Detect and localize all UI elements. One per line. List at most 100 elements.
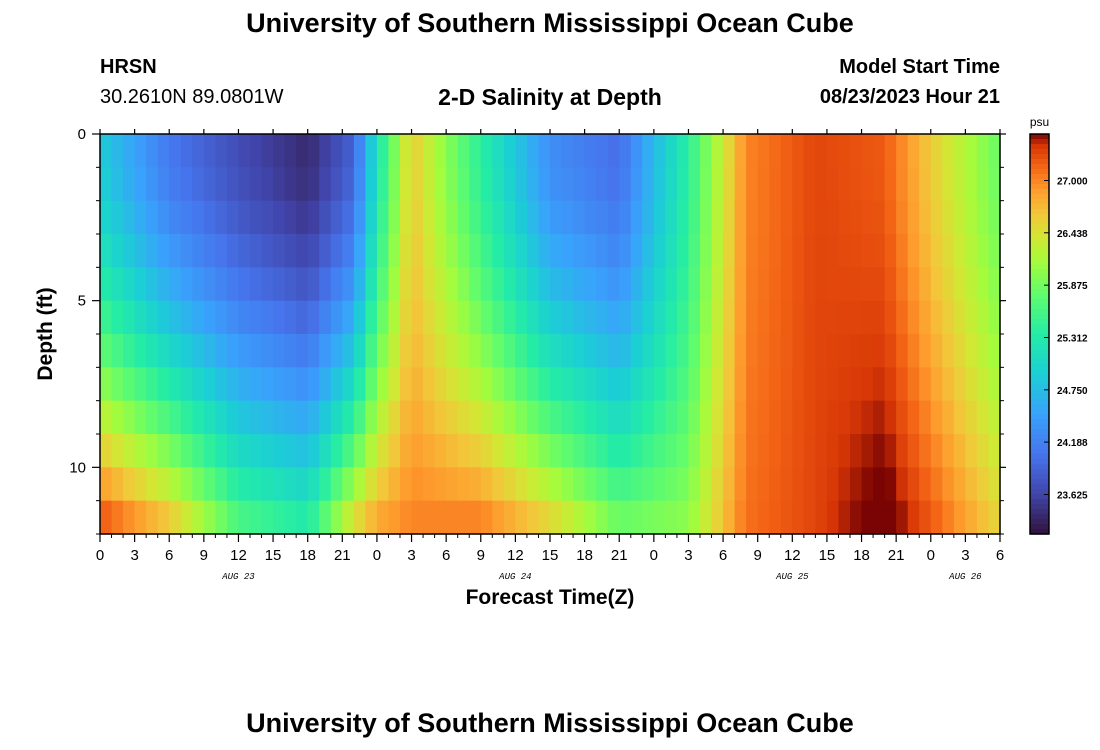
heatmap-cell xyxy=(642,267,655,302)
heatmap-cell xyxy=(273,467,286,502)
heatmap-cell xyxy=(411,500,424,535)
heatmap-cell xyxy=(492,134,505,168)
heatmap-cell xyxy=(157,300,170,335)
heatmap-cell xyxy=(976,267,990,302)
heatmap-cell xyxy=(803,267,816,302)
heatmap-cell xyxy=(423,200,436,235)
heatmap-cell xyxy=(365,334,378,368)
heatmap-cell xyxy=(284,334,297,368)
heatmap-cell xyxy=(376,434,390,468)
heatmap-cell xyxy=(192,300,205,335)
heatmap-cell xyxy=(653,400,666,435)
heatmap-cell xyxy=(376,334,390,368)
colorbar-segment xyxy=(1030,269,1049,275)
heatmap-cell xyxy=(226,434,240,468)
colorbar-unit: psu xyxy=(1030,115,1049,129)
colorbar-segment xyxy=(1030,284,1049,290)
heatmap-cell xyxy=(596,134,609,168)
colorbar-segment xyxy=(1030,154,1049,160)
heatmap-cell xyxy=(319,267,332,302)
heatmap-cell xyxy=(665,234,678,268)
heatmap-cell xyxy=(538,500,551,535)
heatmap-cell xyxy=(238,200,251,235)
colorbar-segment xyxy=(1030,134,1049,140)
heatmap-cell xyxy=(838,367,851,402)
heatmap-cell xyxy=(353,334,366,368)
colorbar-segment xyxy=(1030,519,1049,525)
colorbar-segment xyxy=(1030,209,1049,215)
heatmap-cell xyxy=(953,167,966,202)
heatmap-cell xyxy=(296,400,309,435)
heatmap-cell xyxy=(792,234,805,268)
heatmap-cell xyxy=(653,500,666,535)
heatmap-cell xyxy=(953,434,966,468)
heatmap-cell xyxy=(573,200,586,235)
heatmap-cell xyxy=(561,334,574,368)
heatmap-cell xyxy=(700,500,713,535)
colorbar-segment xyxy=(1030,379,1049,385)
heatmap-cell xyxy=(953,334,966,368)
heatmap-cell xyxy=(238,134,251,168)
heatmap-cell xyxy=(884,434,897,468)
heatmap-cell xyxy=(134,500,147,535)
heatmap-cell xyxy=(942,134,955,168)
heatmap-cell xyxy=(146,300,159,335)
heatmap-cell xyxy=(503,134,516,168)
heatmap-cell xyxy=(965,500,978,535)
heatmap-cell xyxy=(561,367,574,402)
heatmap-cell xyxy=(953,134,966,168)
heatmap-cell xyxy=(192,367,205,402)
heatmap-cell xyxy=(930,434,943,468)
y-tick-label: 0 xyxy=(78,126,86,143)
heatmap-cell xyxy=(146,167,159,202)
heatmap-cell xyxy=(238,300,251,335)
heatmap-cell xyxy=(388,467,401,502)
heatmap-cell xyxy=(296,334,309,368)
heatmap-cell xyxy=(469,134,482,168)
heatmap-cell xyxy=(988,167,1001,202)
heatmap-cell xyxy=(503,300,516,335)
colorbar-tick-label: 23.625 xyxy=(1057,490,1088,501)
heatmap-cell xyxy=(769,434,782,468)
heatmap-cell xyxy=(838,400,851,435)
x-tick-label: 21 xyxy=(334,547,351,564)
heatmap-cell xyxy=(215,434,228,468)
heatmap-cell xyxy=(850,467,863,502)
heatmap-cell xyxy=(411,467,424,502)
heatmap-cell xyxy=(538,134,551,168)
heatmap-cell xyxy=(884,300,897,335)
heatmap-cell xyxy=(157,467,170,502)
heatmap-cell xyxy=(884,334,897,368)
heatmap-cell xyxy=(630,167,643,202)
heatmap-cell xyxy=(342,234,355,268)
heatmap-cell xyxy=(469,300,482,335)
colorbar-segment xyxy=(1030,339,1049,345)
heatmap-cell xyxy=(180,467,193,502)
heatmap-cell xyxy=(676,400,690,435)
heatmap-cell xyxy=(746,167,759,202)
heatmap-cell xyxy=(723,400,736,435)
heatmap-cell xyxy=(573,334,586,368)
heatmap-cell xyxy=(353,267,366,302)
heatmap-cell xyxy=(746,234,759,268)
heatmap-cell xyxy=(550,400,563,435)
heatmap-cell xyxy=(307,234,320,268)
heatmap-cell xyxy=(157,200,170,235)
heatmap-cell xyxy=(123,267,136,302)
colorbar-segment xyxy=(1030,409,1049,415)
heatmap-cell xyxy=(942,400,955,435)
heatmap-cell xyxy=(376,134,390,168)
x-tick-label: 3 xyxy=(130,547,138,564)
heatmap-cell xyxy=(688,167,701,202)
heatmap-cell xyxy=(342,467,355,502)
heatmap-cell xyxy=(296,434,309,468)
heatmap-cells xyxy=(100,134,1001,535)
heatmap-cell xyxy=(446,234,459,268)
heatmap-cell xyxy=(250,167,263,202)
heatmap-cell xyxy=(976,400,990,435)
heatmap-cell xyxy=(919,267,932,302)
heatmap-cell xyxy=(665,467,678,502)
heatmap-cell xyxy=(850,200,863,235)
heatmap-cell xyxy=(134,234,147,268)
heatmap-cell xyxy=(538,200,551,235)
